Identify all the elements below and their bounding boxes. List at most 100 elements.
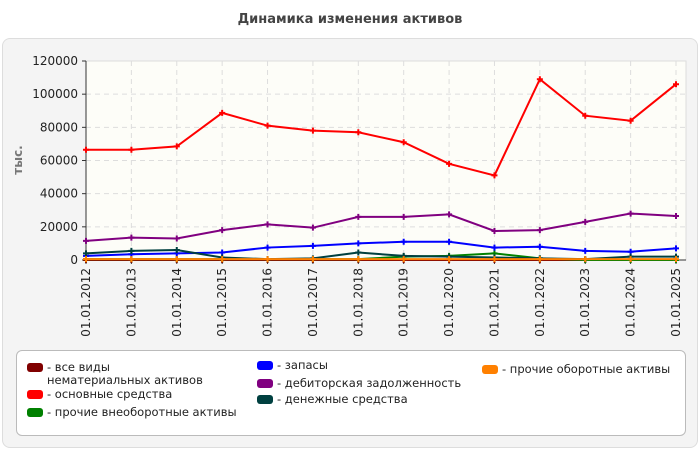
legend-swatch: [27, 390, 43, 399]
x-tick-label: 01.01.2016: [261, 268, 275, 337]
data-point: [491, 256, 498, 263]
data-point: [491, 244, 498, 251]
data-point: [264, 256, 271, 263]
legend-item: - основные средства: [27, 388, 247, 401]
data-point: [219, 109, 226, 116]
data-point: [582, 112, 589, 119]
data-point: [128, 247, 135, 254]
data-point: [582, 247, 589, 254]
data-point: [264, 244, 271, 251]
y-tick-label: 0: [70, 253, 78, 267]
legend-swatch: [257, 379, 273, 388]
y-tick-label: 100000: [32, 87, 78, 101]
data-point: [536, 227, 543, 234]
y-tick-label: 80000: [40, 120, 78, 134]
legend-label: - прочие внеоборотные активы: [47, 405, 237, 419]
data-point: [309, 224, 316, 231]
data-point: [627, 256, 634, 263]
data-point: [446, 238, 453, 245]
legend: - все виды нематериальных активов - основ…: [16, 350, 686, 436]
data-point: [627, 210, 634, 217]
legend-item: - все виды нематериальных активов: [27, 361, 247, 387]
data-point: [491, 172, 498, 179]
data-point: [673, 81, 679, 88]
data-point: [219, 256, 226, 263]
data-point: [355, 129, 362, 136]
data-point: [83, 256, 89, 263]
x-tick-label: 01.01.2023: [578, 268, 592, 337]
data-point: [173, 256, 180, 263]
data-point: [309, 256, 316, 263]
data-point: [536, 243, 543, 250]
y-tick-label: 40000: [40, 187, 78, 201]
x-tick-label: 01.01.2021: [487, 268, 501, 337]
legend-item: - прочие оборотные активы: [482, 363, 700, 376]
x-tick-label: 01.01.2017: [306, 268, 320, 337]
data-point: [83, 237, 89, 244]
x-tick-label: 01.01.2022: [533, 268, 547, 337]
legend-label: - все виды нематериальных активов: [47, 360, 203, 387]
x-tick-label: 01.01.2012: [79, 268, 93, 337]
series-line: [85, 240, 677, 257]
x-tick-label: 01.01.2019: [397, 268, 411, 337]
x-tick-label: 01.01.2014: [170, 268, 184, 337]
data-point: [128, 256, 135, 263]
data-point: [446, 160, 453, 167]
data-point: [582, 256, 589, 263]
legend-label: - запасы: [277, 358, 328, 372]
data-point: [627, 117, 634, 124]
data-point: [673, 213, 679, 220]
data-point: [673, 245, 679, 252]
data-point: [173, 143, 180, 150]
legend-label: - денежные средства: [277, 392, 408, 406]
data-point: [491, 227, 498, 234]
y-tick-label: 60000: [40, 154, 78, 168]
data-point: [309, 242, 316, 249]
data-point: [536, 256, 543, 263]
data-point: [446, 256, 453, 263]
data-point: [173, 247, 180, 254]
legend-item: - прочие внеоборотные активы: [27, 406, 247, 419]
legend-item: - запасы: [257, 359, 477, 372]
data-point: [173, 235, 180, 242]
data-point: [355, 213, 362, 220]
data-point: [400, 139, 407, 146]
data-point: [355, 240, 362, 247]
legend-swatch: [257, 395, 273, 404]
data-point: [264, 122, 271, 129]
data-point: [83, 146, 89, 153]
legend-swatch: [27, 408, 43, 417]
y-tick-label: 20000: [40, 220, 78, 234]
x-tick-label: 01.01.2013: [124, 268, 138, 337]
series-line: [85, 212, 677, 242]
legend-item: - денежные средства: [257, 393, 477, 406]
series-line: [86, 77, 677, 177]
data-point: [582, 218, 589, 225]
x-tick-label: 01.01.2015: [215, 268, 229, 337]
data-point: [219, 227, 226, 234]
x-tick-label: 01.01.2020: [442, 268, 456, 337]
x-tick-label: 01.01.2024: [624, 268, 638, 337]
data-point: [128, 234, 135, 241]
data-point: [673, 256, 679, 263]
data-point: [355, 249, 362, 256]
data-point: [355, 256, 362, 263]
legend-label: - дебиторская задолженность: [277, 376, 462, 390]
data-point: [446, 211, 453, 218]
legend-item: - дебиторская задолженность: [257, 377, 477, 390]
x-tick-label: 01.01.2018: [351, 268, 365, 337]
data-point: [83, 250, 89, 257]
y-tick-label: 120000: [32, 54, 78, 68]
data-point: [128, 146, 135, 153]
data-point: [309, 127, 316, 134]
data-point: [400, 256, 407, 263]
legend-label: - основные средства: [47, 387, 173, 401]
x-tick-label: 01.01.2025: [669, 268, 683, 337]
data-point: [400, 213, 407, 220]
chart-title: Динамика изменения активов: [237, 12, 463, 27]
legend-swatch: [257, 361, 273, 370]
legend-swatch: [482, 365, 498, 374]
legend-swatch: [27, 363, 43, 372]
data-point: [264, 221, 271, 228]
